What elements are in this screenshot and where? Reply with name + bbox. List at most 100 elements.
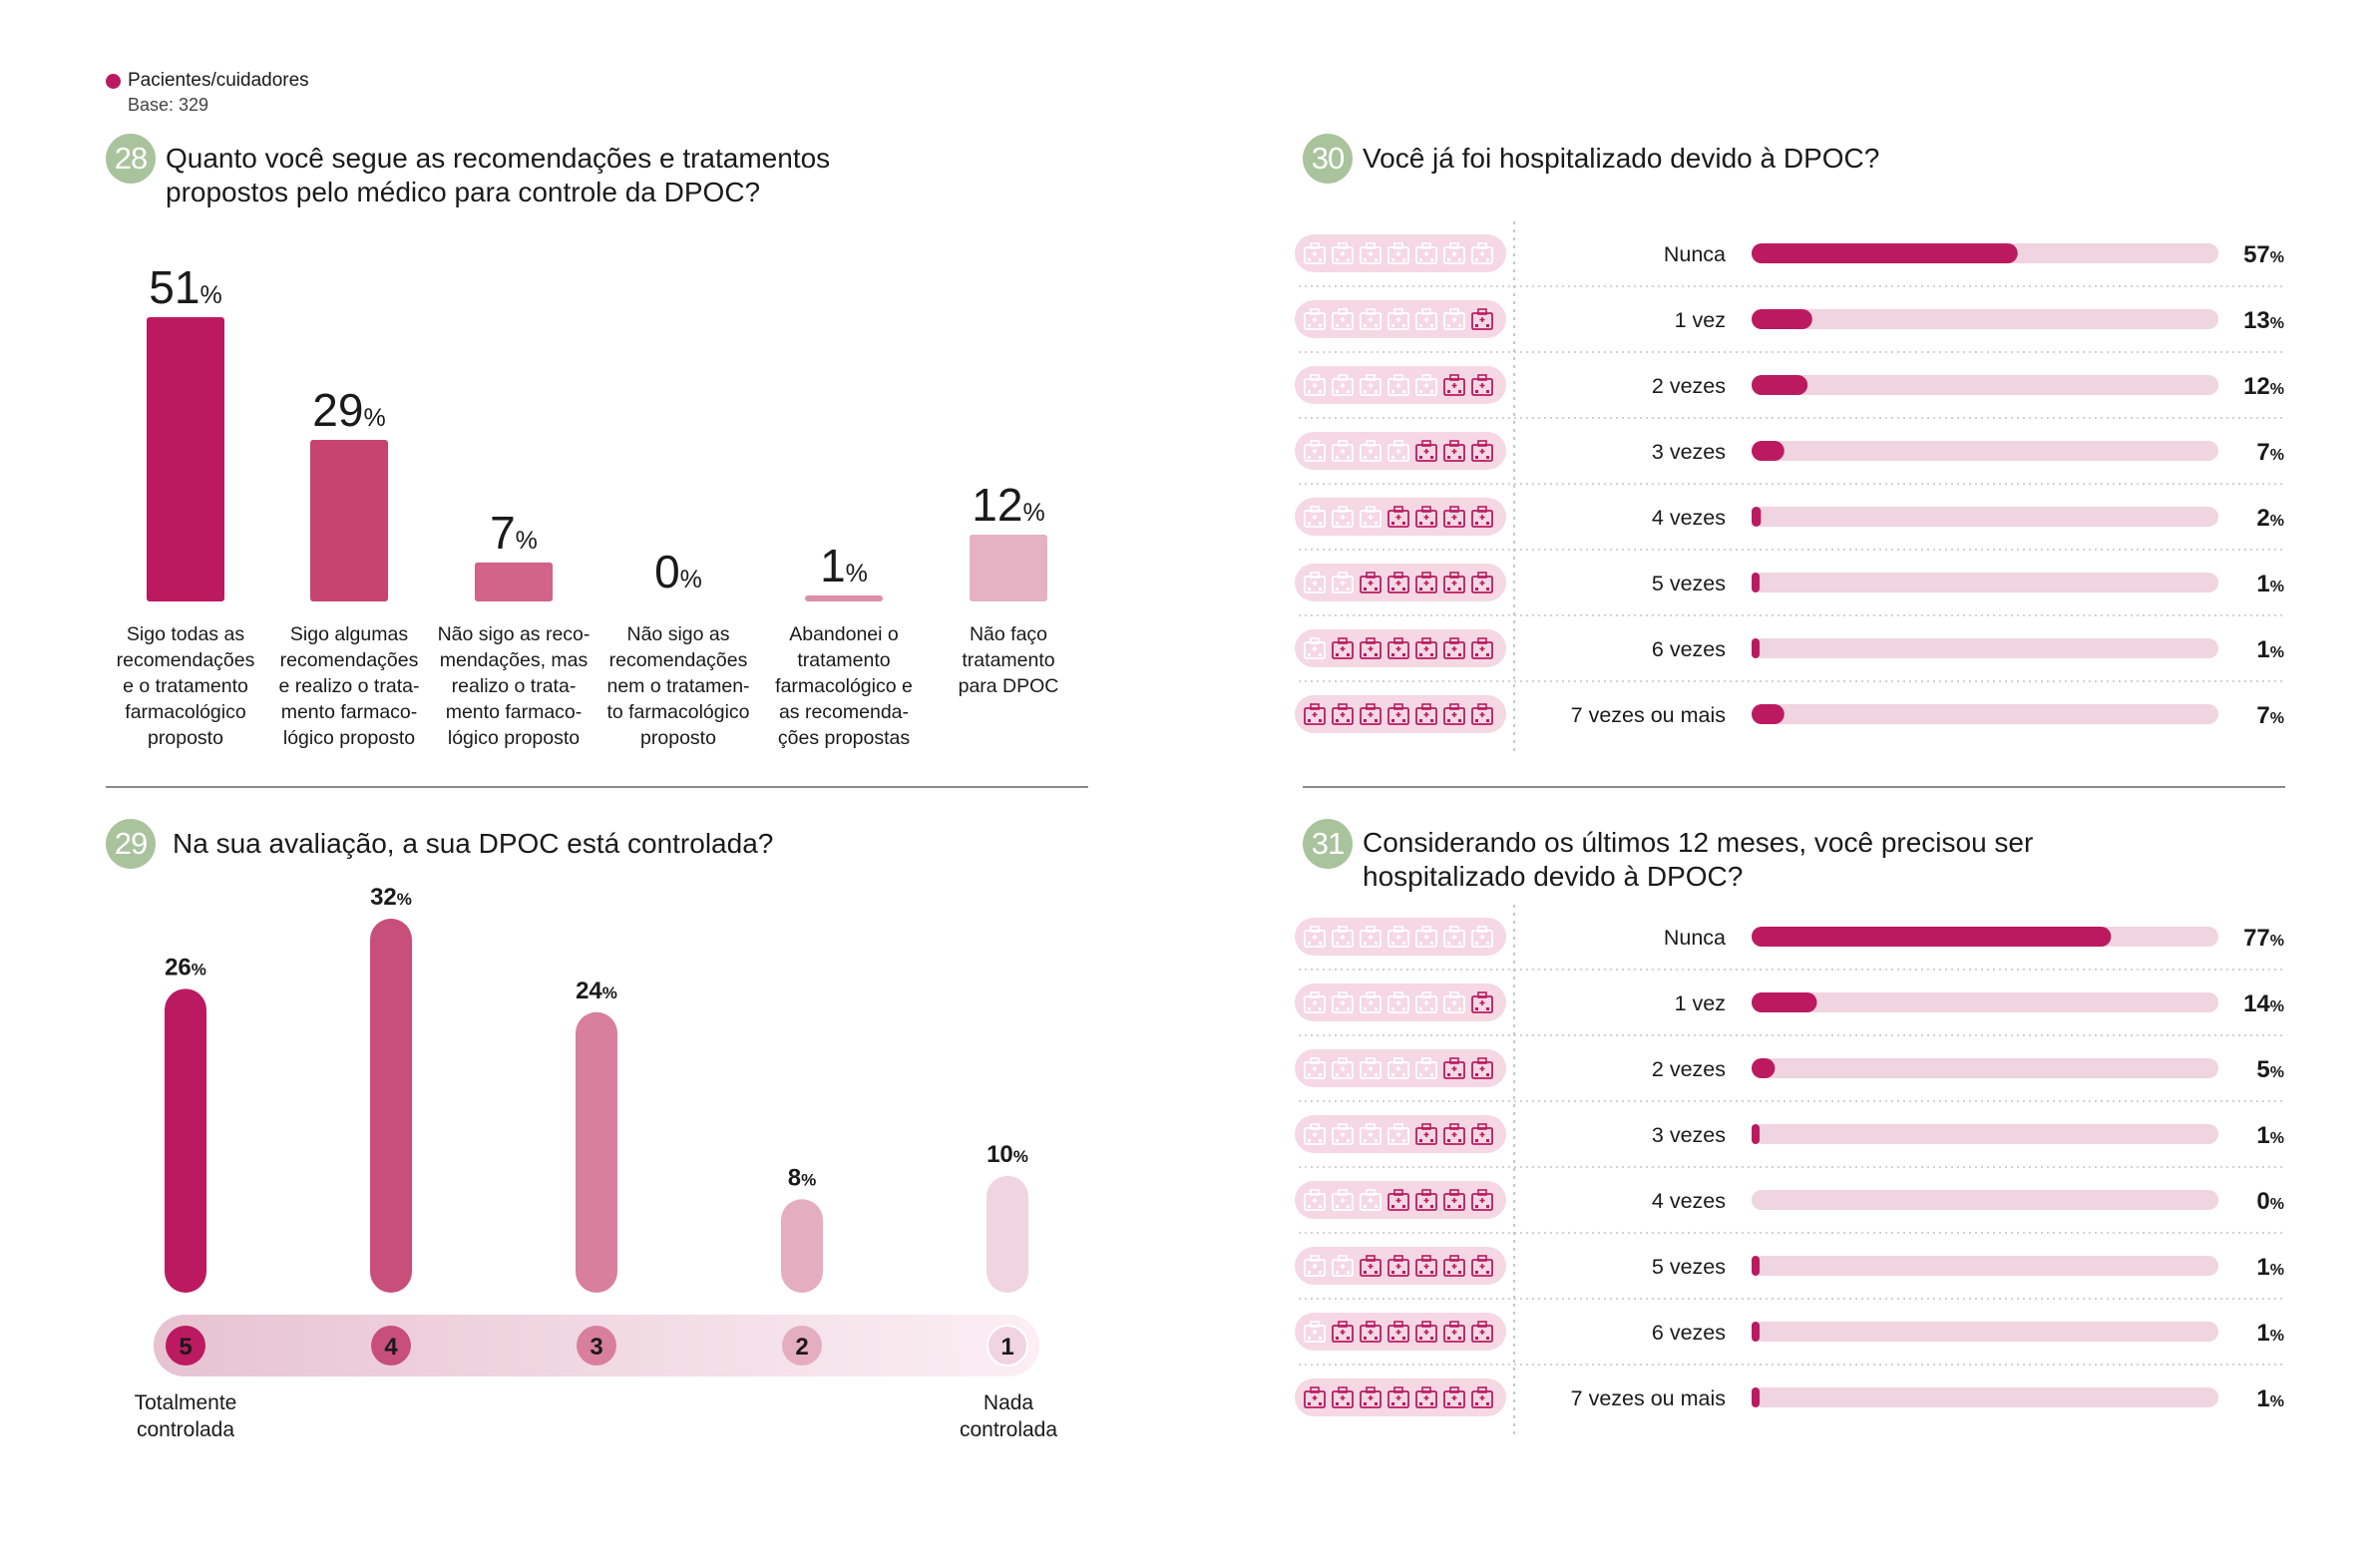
q30-bar [1752, 573, 1760, 592]
hospital-icon [1388, 991, 1409, 1013]
hospital-icon [1360, 1189, 1382, 1211]
hospital-icon [1360, 1386, 1382, 1408]
hospital-icon [1332, 242, 1354, 264]
q28-category-label: Abandonei o [789, 623, 899, 645]
q29-scale-number: 5 [179, 1334, 192, 1361]
hospital-icon [1360, 1057, 1382, 1079]
q30-category-label: 1 vez [1675, 308, 1726, 332]
q28-category-label: recomendações [609, 649, 748, 671]
q31-bar-track [1752, 1190, 2218, 1210]
q29-bar [165, 988, 206, 1293]
hospital-icon [1471, 506, 1493, 528]
q28-category-label: Não sigo as reco- [438, 623, 591, 645]
hospital-icon [1471, 1321, 1493, 1343]
hospital-icon [1415, 308, 1437, 330]
q29-scale-point [987, 1325, 1028, 1367]
q30-bar [1752, 375, 1808, 395]
q30-category-label: Nunca [1664, 242, 1726, 266]
q30-category-label: 6 vezes [1652, 637, 1726, 661]
q28-category-label: proposto [640, 727, 716, 749]
hospital-icon [1360, 440, 1382, 462]
legend-base: Base: 329 [128, 95, 209, 115]
q29-bar [781, 1199, 823, 1293]
hospital-icon [1304, 242, 1326, 264]
hospital-icon [1388, 506, 1409, 528]
hospital-icon [1304, 637, 1326, 659]
hospital-icon [1471, 637, 1493, 659]
hospital-icon [1332, 572, 1354, 593]
hospital-icon [1415, 637, 1437, 659]
hospital-icon [1304, 440, 1326, 462]
q31-value-label: 14% [2243, 990, 2284, 1017]
q31-bar [1752, 1322, 1760, 1342]
hospital-icon [1443, 1057, 1465, 1079]
scale-right-line-2: controlada [959, 1418, 1058, 1441]
q31-category-label: 7 vezes ou mais [1571, 1386, 1726, 1410]
hospital-icon [1443, 1189, 1465, 1211]
hospital-icon [1304, 506, 1326, 528]
hospital-icon [1443, 440, 1465, 462]
q30-category-label: 7 vezes ou mais [1571, 703, 1726, 727]
q30-value-label: 12% [2243, 373, 2284, 400]
hospital-icon [1415, 440, 1437, 462]
hospital-icon [1304, 374, 1326, 396]
q31-bar [1752, 1058, 1776, 1078]
q30-value-label: 13% [2243, 307, 2284, 334]
q28-value-label: 1% [820, 540, 868, 591]
divider-right [1303, 786, 2285, 788]
q31-category-label: 4 vezes [1652, 1189, 1726, 1213]
hospital-icon [1360, 1255, 1382, 1277]
hospital-icon [1332, 440, 1354, 462]
hospital-icon [1360, 926, 1382, 948]
hospital-icon [1304, 703, 1326, 725]
q28-category-label: ções propostas [778, 727, 910, 749]
legend-label: Pacientes/cuidadores [128, 70, 309, 91]
question-title-28-line-2: propostos pelo médico para controle da D… [166, 177, 761, 207]
hospital-icon [1443, 506, 1465, 528]
hospital-icon [1415, 703, 1437, 725]
q28-value-label: 51% [149, 261, 221, 313]
hospital-icon [1360, 506, 1382, 528]
q28-category-label: recomendações [117, 649, 255, 671]
hospital-icon [1443, 1123, 1465, 1145]
hospital-icon [1388, 1189, 1409, 1211]
q31-bar-track [1752, 992, 2218, 1012]
question-title-31: Considerando os últimos 12 meses, você p… [1363, 826, 2033, 894]
hospital-icon [1332, 1123, 1354, 1145]
hospital-icon [1332, 703, 1354, 725]
hospital-icon [1304, 1321, 1326, 1343]
legend-dot [106, 74, 121, 89]
q30-bar-track [1752, 638, 2218, 658]
q31-value-label: 1% [2256, 1385, 2284, 1412]
q29-bar [987, 1175, 1028, 1293]
q30-value-label: 1% [2256, 636, 2284, 663]
hospital-icon [1415, 572, 1437, 593]
hospital-icon [1304, 1057, 1326, 1079]
hospital-icon [1360, 308, 1382, 330]
hospital-icon [1471, 1123, 1493, 1145]
q28-category-label: tratamento [962, 649, 1054, 671]
hospital-icon [1360, 637, 1382, 659]
hospital-icon [1415, 374, 1437, 396]
hospital-icon [1471, 1057, 1493, 1079]
hospital-icon [1332, 308, 1354, 330]
q28-category-label: farmacológico [125, 701, 246, 723]
q30-bar-track [1752, 507, 2218, 527]
q28-category-label: lógico proposto [283, 727, 415, 749]
q29-scale-point [166, 1326, 205, 1366]
q29-bar [370, 919, 412, 1293]
hospital-icon [1415, 926, 1437, 948]
hospital-icon [1332, 1189, 1354, 1211]
q29-value-label: 24% [576, 978, 617, 1004]
hospital-icon [1360, 374, 1382, 396]
q31-bar-track [1752, 1387, 2218, 1407]
q30-bar-track [1752, 704, 2218, 724]
hospital-icon [1304, 308, 1326, 330]
hospital-icon [1332, 637, 1354, 659]
hospital-icon [1332, 506, 1354, 528]
q28-bar [310, 439, 388, 601]
q30-value-label: 57% [2243, 241, 2284, 268]
q28-category-label: e realizo o trata- [279, 675, 420, 697]
hospital-icon [1388, 1255, 1409, 1277]
q30-bar-track [1752, 441, 2218, 461]
